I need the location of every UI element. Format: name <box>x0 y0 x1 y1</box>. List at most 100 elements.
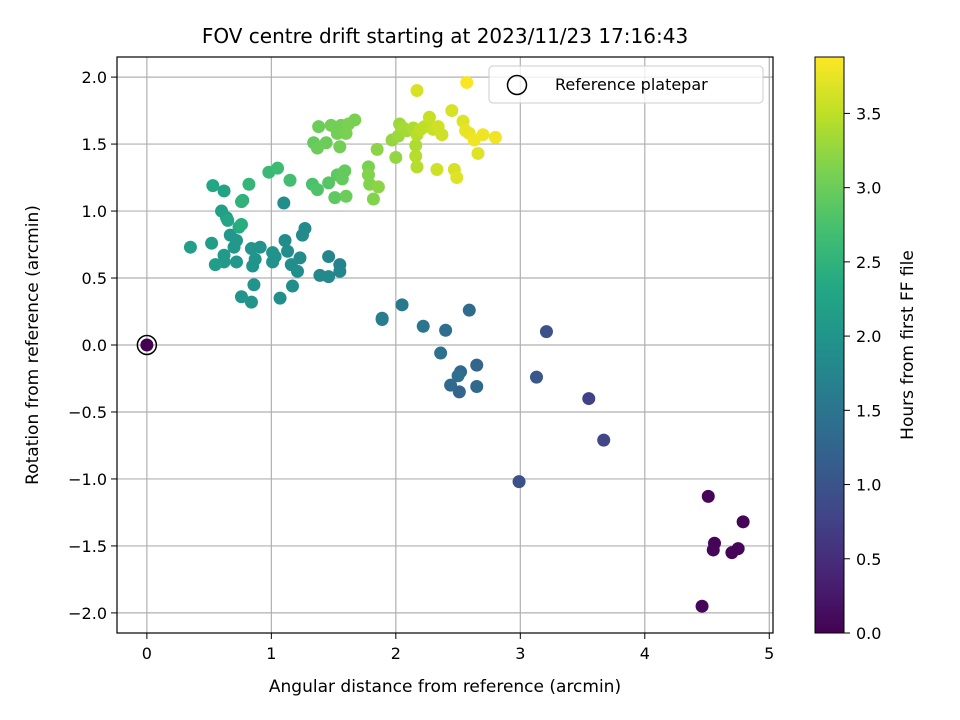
colorbar-tick-label: 3.5 <box>856 104 881 123</box>
scatter-point <box>278 234 292 248</box>
scatter-point <box>366 192 380 206</box>
scatter-point <box>416 319 430 333</box>
colorbar-ticks: 0.0 0.5 1.0 1.5 2.0 2.5 3.0 3.5 <box>844 104 881 643</box>
scatter-point <box>206 179 220 193</box>
scatter-point <box>333 264 347 278</box>
scatter-point <box>695 599 709 613</box>
y-tick-label: 0.5 <box>82 269 107 288</box>
y-axis-ticks: −2.0 −1.5 −1.0 −0.5 0.0 0.5 1.0 1.5 2.0 <box>68 68 117 623</box>
x-tick-label: 0 <box>142 644 152 663</box>
scatter-point <box>512 475 526 489</box>
scatter-point <box>435 128 449 142</box>
scatter-point <box>246 259 260 273</box>
scatter-point <box>271 161 285 175</box>
x-axis-label: Angular distance from reference (arcmin) <box>269 677 621 697</box>
y-tick-label: 1.0 <box>82 202 107 221</box>
scatter-point <box>409 149 423 163</box>
y-tick-label: −1.0 <box>68 470 107 489</box>
x-tick-label: 2 <box>391 644 401 663</box>
scatter-point <box>221 213 235 227</box>
scatter-point <box>597 433 611 447</box>
scatter-point <box>322 250 336 264</box>
legend-label: Reference platepar <box>555 75 708 94</box>
chart-title: FOV centre drift starting at 2023/11/23 … <box>202 24 688 48</box>
scatter-point <box>242 177 256 191</box>
scatter-point <box>281 244 295 258</box>
scatter-point <box>273 291 287 305</box>
scatter-point <box>422 110 436 124</box>
scatter-point <box>395 298 409 312</box>
scatter-point <box>371 180 385 194</box>
colorbar-tick-label: 2.0 <box>856 327 881 346</box>
grid <box>117 57 773 633</box>
scatter-point <box>295 228 309 242</box>
scatter-point <box>488 130 502 144</box>
scatter-point <box>313 268 327 282</box>
scatter-point <box>234 195 248 209</box>
scatter-point <box>375 313 389 327</box>
colorbar-frame <box>814 56 845 634</box>
y-axis-label: Rotation from reference (arcmin) <box>23 205 43 485</box>
scatter-point <box>460 75 474 89</box>
scatter-point <box>450 171 464 185</box>
scatter-point <box>247 278 261 292</box>
scatter-point <box>234 217 248 231</box>
scatter-point <box>223 228 237 242</box>
scatter-point <box>234 290 248 304</box>
scatter-point <box>338 164 352 178</box>
x-tick-label: 3 <box>515 644 525 663</box>
colorbar-tick-label: 0.0 <box>856 624 881 643</box>
colorbar-tick-label: 1.0 <box>856 476 881 495</box>
colorbar-tick-label: 0.5 <box>856 550 881 569</box>
legend: Reference platepar <box>488 65 764 104</box>
y-tick-label: 2.0 <box>82 68 107 87</box>
colorbar: 0.0 0.5 1.0 1.5 2.0 2.5 3.0 3.5 Hours from firs… <box>814 56 918 643</box>
legend-marker <box>506 74 528 96</box>
scatter-point <box>434 346 448 360</box>
x-tick-label: 1 <box>266 644 276 663</box>
scatter-point <box>244 242 258 256</box>
scatter-point <box>470 358 484 372</box>
scatter-point <box>215 204 229 218</box>
scatter-point <box>451 369 465 383</box>
scatter-point <box>529 370 543 384</box>
scatter-point <box>266 255 280 269</box>
scatter-point <box>266 246 280 260</box>
scatter-point <box>319 136 333 150</box>
scatter-point <box>539 325 553 339</box>
scatter-point <box>731 542 745 556</box>
scatter-point <box>183 240 197 254</box>
scatter-point <box>217 184 231 198</box>
scatter-point <box>244 295 258 309</box>
y-tick-label: 0.0 <box>82 336 107 355</box>
scatter-point <box>229 255 243 269</box>
scatter-point <box>205 236 219 250</box>
scatter-point <box>445 104 459 118</box>
colorbar-label: Hours from first FF file <box>898 250 918 440</box>
scatter-point <box>208 258 222 272</box>
scatter-point <box>284 258 298 272</box>
y-tick-label: −1.5 <box>68 537 107 556</box>
scatter-point <box>706 543 720 557</box>
scatter-point <box>283 173 297 187</box>
scatter-point <box>227 240 241 254</box>
scatter-point <box>470 380 484 394</box>
scatter-point <box>370 142 384 156</box>
x-tick-label: 4 <box>640 644 650 663</box>
reference-point-layer <box>136 334 158 356</box>
scatter-point <box>286 279 300 293</box>
scatter-point <box>439 323 453 337</box>
x-tick-label: 5 <box>764 644 774 663</box>
y-tick-label: −0.5 <box>68 403 107 422</box>
reference-point-dot <box>140 338 154 352</box>
scatter-point <box>339 189 353 203</box>
scatter-point <box>410 83 424 97</box>
scatter-point <box>476 128 490 142</box>
scatter-point <box>277 196 291 210</box>
scatter-point <box>430 163 444 177</box>
scatter-point <box>322 176 336 190</box>
scatter-point <box>444 378 458 392</box>
colorbar-tick-label: 3.0 <box>856 179 881 198</box>
scatter-point <box>410 160 424 174</box>
